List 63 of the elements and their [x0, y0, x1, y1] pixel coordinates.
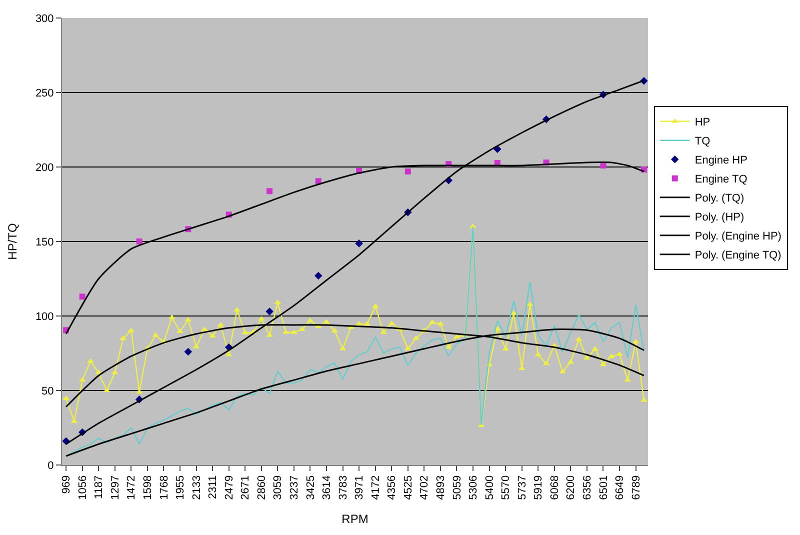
x-tick-label: 3614 — [321, 475, 334, 500]
x-tick-label: 5400 — [484, 475, 496, 500]
legend-label: Poly. (Engine TQ) — [694, 250, 782, 262]
y-tick-label: 300 — [35, 12, 54, 25]
x-tick-label: 4172 — [370, 475, 382, 500]
x-tick-label: 6200 — [565, 475, 578, 500]
x-tick-label: 2671 — [240, 475, 252, 500]
x-tick-label: 969 — [60, 475, 73, 494]
y-tick-label: 150 — [35, 236, 54, 248]
x-tick-label: 1472 — [126, 475, 138, 500]
x-tick-label: 5919 — [532, 475, 545, 500]
y-tick-label: 100 — [35, 310, 54, 323]
x-tick-label: 6789 — [630, 475, 642, 500]
x-tick-label: 4356 — [386, 475, 398, 500]
x-tick-label: 5059 — [451, 475, 464, 500]
x-tick-label: 3425 — [304, 475, 317, 500]
x-tick-label: 2860 — [256, 475, 268, 500]
x-axis-title: RPM — [342, 512, 368, 526]
x-tick-label: 4702 — [418, 475, 431, 500]
point — [184, 348, 192, 356]
y-tick-label: 0 — [48, 460, 54, 472]
x-tick-label: 3783 — [337, 475, 350, 500]
x-tick-label: 3059 — [272, 475, 284, 500]
legend-label: Poly. (TQ) — [694, 192, 744, 205]
x-tick-label: 4525 — [402, 475, 414, 500]
x-tick-label: 2311 — [207, 475, 220, 500]
legend-label: Engine TQ — [694, 174, 748, 186]
x-tick-label: 1056 — [76, 475, 89, 500]
x-tick-label: 1598 — [142, 475, 154, 500]
x-tick-label: 3237 — [288, 475, 301, 500]
x-tick-label: 3971 — [354, 475, 366, 500]
x-tick-label: 5737 — [516, 475, 528, 500]
legend-label: HP — [694, 116, 710, 129]
x-tick-label: 2479 — [223, 475, 236, 500]
x-tick-label: 6356 — [582, 475, 594, 500]
legend-label: Engine HP — [694, 154, 748, 167]
point — [266, 308, 274, 316]
legend-label: TQ — [694, 136, 711, 148]
point — [266, 188, 273, 194]
y-tick-label: 250 — [35, 87, 54, 100]
point — [355, 240, 363, 248]
point — [404, 168, 411, 174]
x-tick-label: 1187 — [93, 475, 106, 500]
y-axis-title: HP/TQ — [6, 223, 20, 260]
point — [314, 272, 322, 280]
x-tick-label: 1768 — [158, 475, 170, 500]
y-tick-label: 200 — [35, 162, 54, 174]
point — [136, 238, 142, 244]
x-tick-label: 1297 — [109, 475, 122, 500]
x-tick-label: 5306 — [468, 475, 480, 500]
y-tick-label: 50 — [42, 385, 54, 398]
x-tick-label: 5570 — [500, 475, 512, 500]
point — [315, 178, 322, 184]
x-tick-label: 6649 — [614, 475, 626, 500]
x-tick-label: 6068 — [548, 475, 561, 500]
x-tick-label: 6501 — [598, 475, 610, 500]
legend-label: Poly. (HP) — [694, 212, 744, 224]
legend-label: Poly. (Engine HP) — [694, 230, 782, 243]
x-tick-label: 4893 — [435, 475, 448, 500]
point — [79, 294, 86, 300]
x-tick-label: 2133 — [190, 475, 203, 500]
point — [600, 162, 606, 169]
x-tick-label: 1955 — [174, 475, 187, 500]
